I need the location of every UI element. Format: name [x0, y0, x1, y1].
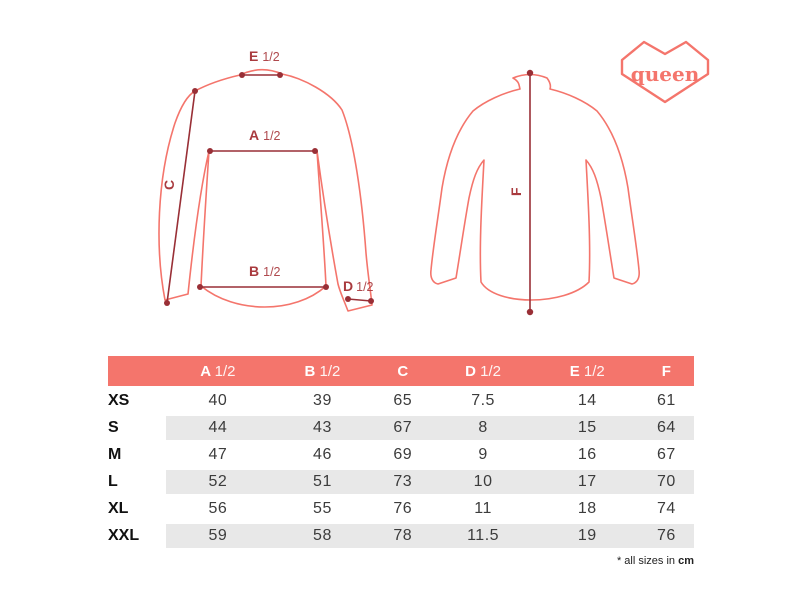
value-cell: 47 [208, 446, 228, 463]
value-cell: 14 [577, 392, 597, 409]
header-col-f: F [638, 356, 694, 386]
value-cell: 11.5 [430, 524, 536, 548]
measure-line-c: C [161, 88, 198, 306]
header-col-a: A 1/2 [166, 356, 270, 386]
brand-logo-text: queen [631, 62, 700, 86]
value-cell: 59 [166, 524, 270, 548]
value-cell: 17 [535, 470, 639, 494]
value-cell: 78 [375, 524, 431, 548]
value-cell: 61 [656, 392, 676, 409]
units-footnote-unit: cm [678, 555, 694, 567]
table-row-xs: XS 40 39 65 7.5 14 61 [108, 389, 694, 413]
value-cell: 64 [638, 416, 694, 440]
measure-line-b: B 1/2 [197, 263, 329, 290]
jacket-back-outline [430, 73, 640, 301]
value-cell: 74 [656, 500, 676, 517]
value-cell: 76 [393, 500, 413, 517]
jacket-front-outline [158, 68, 373, 312]
header-col-b: B 1/2 [269, 356, 376, 386]
value-cell: 52 [166, 470, 270, 494]
value-cell: 43 [269, 416, 376, 440]
value-cell: 15 [535, 416, 639, 440]
value-cell: 11 [474, 500, 492, 517]
jacket-front-diagram: E 1/2 A 1/2 B 1/2 C D 1/2 [158, 48, 374, 312]
measure-label-b: B 1/2 [249, 263, 281, 279]
table-row-s: S 44 43 67 8 15 64 [108, 416, 694, 440]
value-cell: 46 [313, 446, 332, 463]
size-label: S [108, 416, 166, 440]
size-label: XS [108, 389, 166, 413]
header-col-d: D 1/2 [430, 356, 536, 386]
measure-line-f: F [508, 69, 534, 316]
table-row-xl: XL 56 55 76 11 18 74 [108, 497, 694, 521]
table-row-m: M 47 46 69 9 16 67 [108, 443, 694, 467]
header-corner-cell [108, 356, 166, 386]
value-cell: 51 [269, 470, 376, 494]
measure-line-d: D 1/2 [343, 278, 374, 304]
value-cell: 39 [313, 392, 332, 409]
value-cell: 8 [430, 416, 536, 440]
size-label: M [108, 443, 166, 467]
value-cell: 67 [656, 446, 676, 463]
value-cell: 69 [393, 446, 413, 463]
header-col-e: E 1/2 [535, 356, 639, 386]
value-cell: 44 [166, 416, 270, 440]
measure-line-e: E 1/2 [239, 48, 283, 78]
value-cell: 73 [375, 470, 431, 494]
measure-label-d: D 1/2 [343, 278, 374, 294]
value-cell: 7.5 [471, 392, 495, 409]
value-cell: 10 [430, 470, 536, 494]
size-label: XL [108, 497, 166, 521]
value-cell: 58 [269, 524, 376, 548]
jacket-back-diagram: F [430, 69, 640, 316]
value-cell: 9 [478, 446, 488, 463]
size-table: A 1/2 B 1/2 C D 1/2 E 1/2 F XS 40 39 65 … [108, 353, 694, 551]
units-footnote-text: * all sizes in [616, 555, 679, 567]
measure-label-e: E 1/2 [249, 48, 280, 64]
size-label: L [108, 470, 166, 494]
table-row-xxl: XXL 59 58 78 11.5 19 76 [108, 524, 694, 548]
brand-logo: queen [620, 40, 710, 104]
heart-icon [620, 40, 710, 104]
measure-label-c: C [161, 180, 177, 190]
value-cell: 70 [638, 470, 694, 494]
size-table-header-row: A 1/2 B 1/2 C D 1/2 E 1/2 F [108, 356, 694, 386]
value-cell: 18 [577, 500, 597, 517]
header-col-c: C [375, 356, 431, 386]
measure-label-f: F [508, 187, 524, 196]
value-cell: 76 [638, 524, 694, 548]
value-cell: 55 [313, 500, 332, 517]
units-footnote: * all sizes in cm [617, 555, 694, 567]
measure-label-a: A 1/2 [249, 127, 281, 143]
value-cell: 19 [535, 524, 639, 548]
measure-line-a: A 1/2 [207, 127, 318, 154]
value-cell: 56 [208, 500, 228, 517]
value-cell: 65 [393, 392, 413, 409]
size-label: XXL [108, 524, 166, 548]
value-cell: 16 [577, 446, 597, 463]
table-row-l: L 52 51 73 10 17 70 [108, 470, 694, 494]
value-cell: 40 [208, 392, 228, 409]
value-cell: 67 [375, 416, 431, 440]
